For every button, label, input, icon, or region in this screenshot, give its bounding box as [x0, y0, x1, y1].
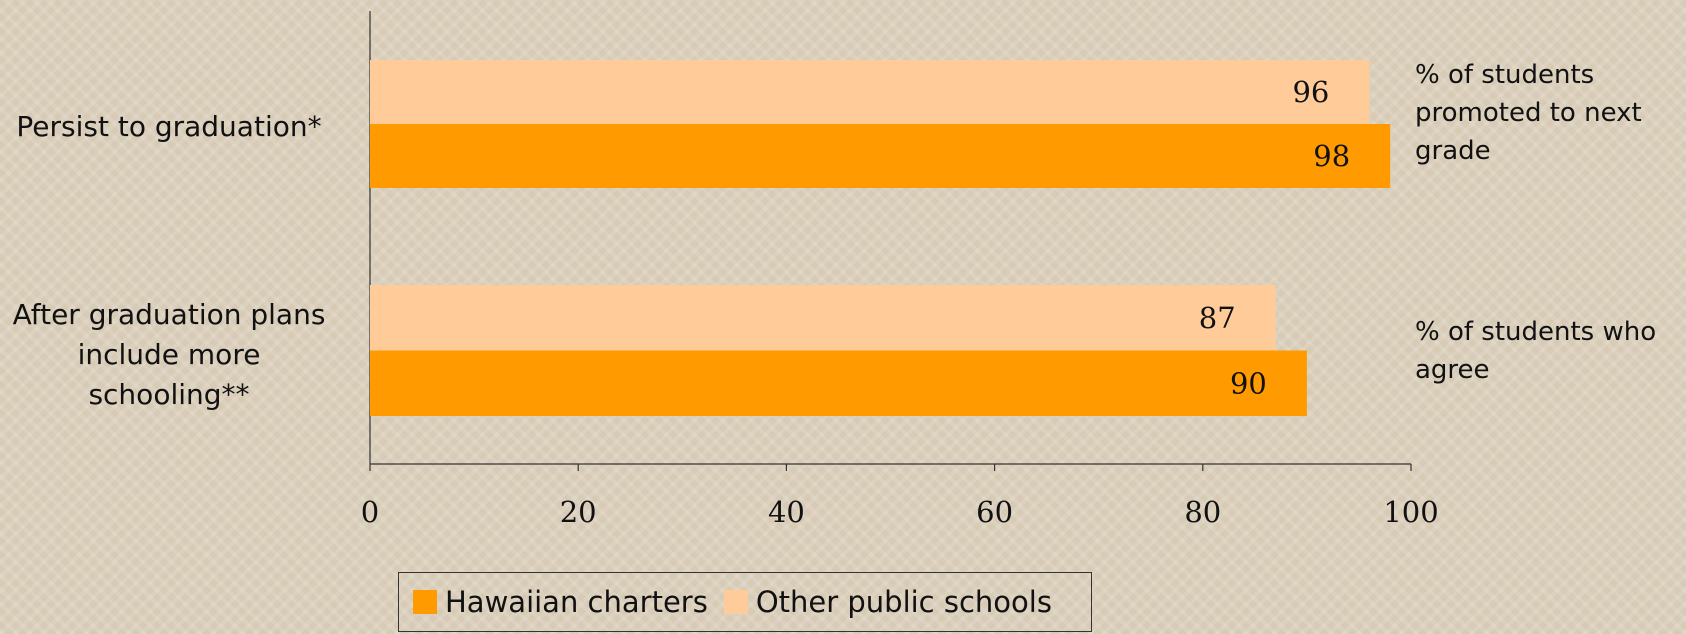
x-tick-label: 40: [768, 495, 805, 529]
x-tick-label: 80: [1184, 495, 1221, 529]
legend-label: Other public schools: [755, 585, 1052, 619]
category-label: Persist to graduation*: [16, 110, 322, 143]
x-tick-label: 20: [560, 495, 597, 529]
value-label: 96: [1292, 75, 1329, 109]
x-tick-label: 0: [361, 495, 379, 529]
bar: [370, 60, 1370, 124]
legend-label: Hawaiian charters: [445, 585, 708, 619]
value-label: 90: [1230, 366, 1267, 400]
category-label: After graduation plans include more scho…: [12, 298, 326, 411]
x-tick-label: 100: [1383, 495, 1438, 529]
bar: [370, 285, 1276, 351]
x-tick-label: 60: [976, 495, 1013, 529]
value-label: 87: [1199, 301, 1236, 335]
legend-swatch: [413, 590, 437, 614]
annotation: % of students who agree: [1415, 317, 1657, 385]
annotation: % of students promoted to next grade: [1415, 60, 1642, 166]
bar: [370, 124, 1391, 188]
legend-swatch: [723, 590, 748, 614]
bar: [370, 350, 1307, 416]
value-label: 98: [1313, 139, 1350, 173]
legend: Hawaiian charters Other public schools: [398, 572, 1092, 632]
